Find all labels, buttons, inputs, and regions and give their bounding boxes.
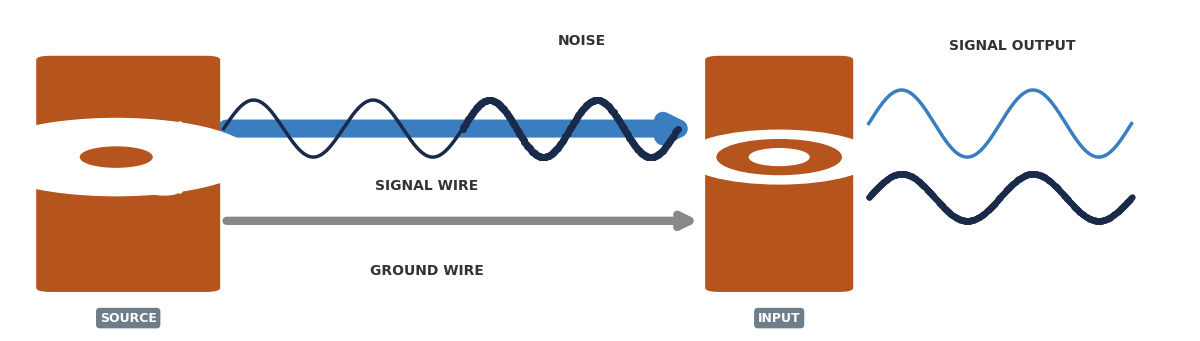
FancyBboxPatch shape xyxy=(36,56,220,292)
Circle shape xyxy=(80,147,152,167)
FancyBboxPatch shape xyxy=(706,56,853,292)
Text: SIGNAL WIRE: SIGNAL WIRE xyxy=(376,179,479,193)
Circle shape xyxy=(0,119,253,196)
Circle shape xyxy=(684,130,875,184)
Text: NOISE: NOISE xyxy=(558,34,606,48)
Circle shape xyxy=(149,186,180,195)
Text: SOURCE: SOURCE xyxy=(100,312,157,325)
Text: GROUND WIRE: GROUND WIRE xyxy=(370,264,484,278)
Circle shape xyxy=(749,149,809,165)
Text: INPUT: INPUT xyxy=(758,312,800,325)
Circle shape xyxy=(718,139,841,175)
Text: SIGNAL OUTPUT: SIGNAL OUTPUT xyxy=(949,40,1075,54)
